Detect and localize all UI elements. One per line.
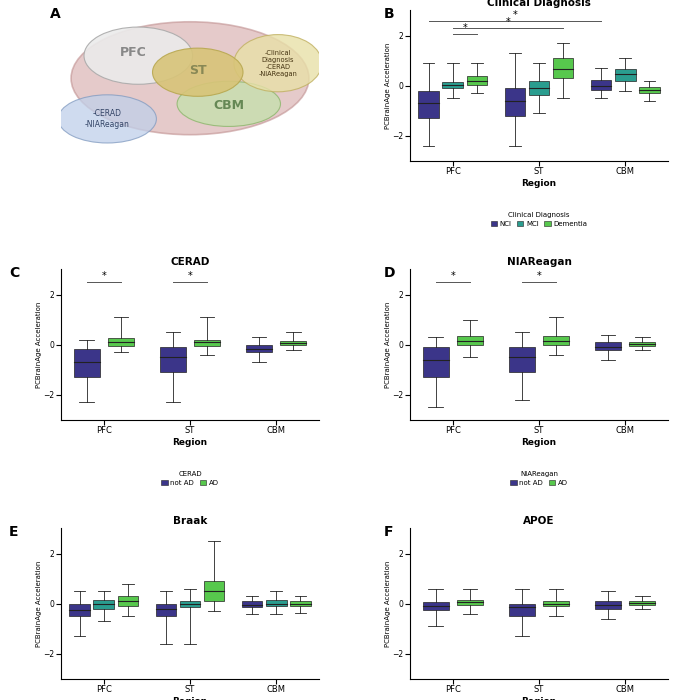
Bar <box>543 601 569 606</box>
Bar <box>615 69 635 80</box>
Ellipse shape <box>58 94 157 143</box>
Bar <box>591 80 612 90</box>
Legend: not AD, AD: not AD, AD <box>159 468 221 489</box>
Bar <box>553 58 574 78</box>
Bar <box>457 600 483 605</box>
Bar <box>509 603 535 616</box>
Ellipse shape <box>234 34 322 92</box>
Bar <box>423 347 448 377</box>
Bar <box>155 603 176 616</box>
Y-axis label: PCBrainAge Acceleration: PCBrainAge Acceleration <box>385 561 391 647</box>
Text: C: C <box>9 267 20 281</box>
Bar <box>74 349 99 377</box>
Ellipse shape <box>84 27 192 84</box>
Ellipse shape <box>71 22 309 134</box>
Bar <box>290 601 310 606</box>
Bar <box>266 600 286 606</box>
Bar <box>108 339 134 346</box>
Text: A: A <box>51 8 61 22</box>
Text: *: * <box>506 17 510 27</box>
Y-axis label: PCBrainAge Acceleration: PCBrainAge Acceleration <box>36 302 42 388</box>
Bar <box>160 347 186 372</box>
Bar <box>418 91 439 118</box>
Text: PFC: PFC <box>119 46 146 60</box>
Text: *: * <box>101 271 106 281</box>
Bar <box>509 347 535 372</box>
Text: *: * <box>512 10 517 20</box>
X-axis label: Region: Region <box>521 438 557 447</box>
Text: *: * <box>537 271 541 281</box>
Bar <box>194 340 220 346</box>
Title: CERAD: CERAD <box>170 258 210 267</box>
Bar <box>180 601 200 608</box>
Title: APOE: APOE <box>523 517 555 526</box>
Legend: not AD, AD: not AD, AD <box>508 468 570 489</box>
Bar <box>504 88 525 116</box>
Text: E: E <box>9 526 18 540</box>
Text: -Clinical
Diagnosis
-CERAD
-NIAReagan: -Clinical Diagnosis -CERAD -NIAReagan <box>259 50 297 77</box>
Legend: NCI, MCI, Dementia: NCI, MCI, Dementia <box>488 209 590 230</box>
Bar <box>443 82 463 88</box>
Bar <box>466 76 487 85</box>
Text: *: * <box>450 271 455 281</box>
Title: Clinical Diagnosis: Clinical Diagnosis <box>487 0 591 8</box>
Bar <box>246 345 272 352</box>
Text: *: * <box>462 23 467 34</box>
Bar <box>630 342 655 346</box>
Ellipse shape <box>177 81 281 127</box>
Text: F: F <box>384 526 394 540</box>
Bar <box>94 600 114 609</box>
X-axis label: Region: Region <box>521 179 557 188</box>
Bar <box>543 336 569 345</box>
Title: Braak: Braak <box>173 517 207 526</box>
X-axis label: Region: Region <box>521 697 557 700</box>
Bar <box>529 80 549 94</box>
Bar <box>457 336 483 345</box>
Bar <box>281 341 306 345</box>
Ellipse shape <box>153 48 243 97</box>
Bar <box>117 596 138 606</box>
X-axis label: Region: Region <box>172 438 208 447</box>
Y-axis label: PCBrainAge Acceleration: PCBrainAge Acceleration <box>385 43 391 129</box>
Y-axis label: PCBrainAge Acceleration: PCBrainAge Acceleration <box>385 302 391 388</box>
Text: B: B <box>384 8 394 22</box>
Bar <box>595 601 621 609</box>
Bar <box>630 601 655 605</box>
Text: ST: ST <box>189 64 207 77</box>
Text: *: * <box>188 271 192 281</box>
Bar <box>70 603 90 616</box>
Text: CBM: CBM <box>213 99 244 112</box>
X-axis label: Region: Region <box>172 697 208 700</box>
Bar <box>242 601 263 608</box>
Text: -CERAD
-NIAReagan: -CERAD -NIAReagan <box>85 109 130 129</box>
Bar <box>204 581 225 601</box>
Bar <box>639 87 659 93</box>
Text: D: D <box>384 267 396 281</box>
Bar <box>595 342 621 350</box>
Bar <box>423 603 448 610</box>
Y-axis label: PCBrainAge Acceleration: PCBrainAge Acceleration <box>36 561 42 647</box>
Title: NIAReagan: NIAReagan <box>506 258 572 267</box>
